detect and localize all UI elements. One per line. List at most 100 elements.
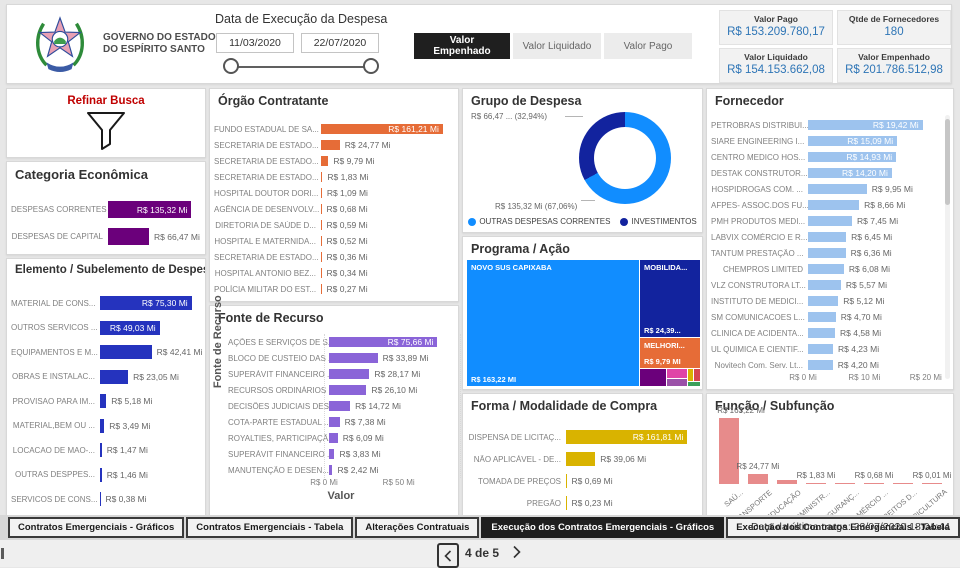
bar[interactable]: [329, 353, 378, 363]
bar[interactable]: [329, 385, 367, 395]
bar[interactable]: [100, 467, 102, 482]
column-bar-1[interactable]: [748, 473, 768, 484]
bar-row-fornecedor-9[interactable]: CHEMPROS LIMITED R$ 6,08 Mi: [711, 261, 941, 277]
bar-row-elemento-8[interactable]: SERVICOS DE CONS... R$ 0,38 Mi: [11, 487, 201, 512]
column-bar-7[interactable]: [922, 482, 942, 484]
bar-row-fornecedor-4[interactable]: HOSPIDROGAS COM. ... R$ 9,95 Mi: [711, 181, 941, 197]
bar-row-fornecedor-0[interactable]: PETROBRAS DISTRIBUI... R$ 19,42 Mi: [711, 117, 941, 133]
bar[interactable]: [329, 401, 351, 411]
bar-row-orgao-8[interactable]: SECRETARIA DE ESTADO... R$ 0,36 Mi: [214, 249, 454, 265]
bar-row-categoria-1[interactable]: DESPESAS DE CAPITAL R$ 66,47 Mi: [11, 223, 201, 250]
bar-row-fonte-2[interactable]: SUPERÁVIT FINANCEIRO ... R$ 28,17 Mi: [228, 366, 454, 382]
bar[interactable]: [321, 156, 329, 166]
bar[interactable]: [808, 312, 836, 322]
bar-row-fornecedor-5[interactable]: AFPES- ASSOC.DOS FU... R$ 8,66 Mi: [711, 197, 941, 213]
legend-item[interactable]: OUTRAS DESPESAS CORRENTES: [468, 217, 610, 226]
bar[interactable]: [321, 252, 322, 262]
bar[interactable]: R$ 75,30 Mi: [100, 296, 192, 311]
treemap-item[interactable]: MOBILIDA... R$ 24,39...: [640, 260, 700, 337]
date-end-input[interactable]: [301, 33, 379, 53]
bar[interactable]: [808, 328, 836, 338]
bar-row-orgao-5[interactable]: AGÊNCIA DE DESENVOLV... R$ 0,68 Mi: [214, 201, 454, 217]
date-range-slider-track[interactable]: [235, 66, 367, 68]
bar[interactable]: R$ 161,81 Mi: [566, 430, 688, 444]
bar-row-fornecedor-11[interactable]: INSTITUTO DE MEDICI... R$ 5,12 Mi: [711, 293, 941, 309]
bar[interactable]: R$ 161,21 Mi: [321, 124, 443, 134]
bar-row-fonte-0[interactable]: AÇÕES E SERVIÇOS DE S... R$ 75,66 Mi: [228, 334, 454, 350]
bar-row-forma-1[interactable]: NÃO APLICÁVEL - DE... R$ 39,06 Mi: [467, 448, 698, 470]
bar-row-fornecedor-2[interactable]: CENTRO MEDICO HOS... R$ 14,93 Mi: [711, 149, 941, 165]
bar-row-orgao-0[interactable]: FUNDO ESTADUAL DE SA... R$ 161,21 Mi: [214, 121, 454, 137]
bar-row-elemento-5[interactable]: MATERIAL,BEM OU ... R$ 3,49 Mi: [11, 414, 201, 439]
funnel-icon[interactable]: [85, 111, 127, 151]
treemap-item[interactable]: [640, 369, 666, 386]
bar-row-fonte-3[interactable]: RECURSOS ORDINÁRIOS R$ 26,10 Mi: [228, 382, 454, 398]
vertical-scrollbar-thumb[interactable]: [945, 119, 950, 205]
bar-row-fonte-1[interactable]: BLOCO DE CUSTEIO DAS ... R$ 33,89 Mi: [228, 350, 454, 366]
bar[interactable]: [808, 184, 867, 194]
treemap-item[interactable]: [694, 369, 700, 381]
bar[interactable]: [321, 284, 322, 294]
report-tab-1[interactable]: Contratos Emergenciais - Tabela: [186, 517, 354, 538]
bar[interactable]: [808, 296, 839, 306]
bar[interactable]: R$ 75,66 Mi: [329, 337, 438, 347]
bar[interactable]: [321, 140, 340, 150]
treemap-item[interactable]: [667, 379, 687, 386]
bar[interactable]: [566, 474, 567, 488]
column-bar-3[interactable]: [806, 482, 826, 484]
column-bar-2[interactable]: [777, 480, 797, 484]
bar-row-forma-0[interactable]: DISPENSA DE LICITAÇ... R$ 161,81 Mi: [467, 426, 698, 448]
bar[interactable]: R$ 19,42 Mi: [808, 120, 923, 130]
bar[interactable]: [566, 496, 567, 510]
bar-row-orgao-2[interactable]: SECRETARIA DE ESTADO... R$ 9,79 Mi: [214, 153, 454, 169]
bar[interactable]: [808, 344, 833, 354]
bar[interactable]: [108, 228, 149, 245]
report-tab-4[interactable]: Execução dos Contratos Emergenciais - Ta…: [726, 517, 960, 538]
bar-row-fornecedor-14[interactable]: UL QUIMICA E CIENTIF... R$ 4,23 Mi: [711, 341, 941, 357]
bar-row-fornecedor-3[interactable]: DESTAK CONSTRUTOR... R$ 14,20 Mi: [711, 165, 941, 181]
bar-row-fornecedor-15[interactable]: Novitech Com. Serv. Lt... R$ 4,20 Mi: [711, 357, 941, 373]
bar[interactable]: R$ 135,32 Mi: [108, 201, 192, 218]
bar[interactable]: [100, 443, 102, 458]
treemap-item[interactable]: NOVO SUS CAPIXABA R$ 163,22 MI: [467, 260, 639, 386]
bar[interactable]: [329, 417, 340, 427]
report-tab-3[interactable]: Execução dos Contratos Emergenciais - Gr…: [481, 517, 725, 538]
bar-row-categoria-0[interactable]: DESPESAS CORRENTES R$ 135,32 Mi: [11, 196, 201, 223]
bar-row-fornecedor-1[interactable]: SIARE ENGINEERING I... R$ 15,09 Mi: [711, 133, 941, 149]
previous-page-button[interactable]: [437, 543, 459, 568]
treemap-item[interactable]: [667, 369, 687, 378]
bar[interactable]: [808, 248, 846, 258]
bar[interactable]: R$ 49,03 Mi: [100, 320, 160, 335]
bar-row-elemento-3[interactable]: OBRAS E INSTALAC... R$ 23,05 Mi: [11, 365, 201, 390]
bar-row-fonte-7[interactable]: SUPERÁVIT FINANCEIRO ... R$ 3,83 Mi: [228, 446, 454, 462]
bar-row-fornecedor-7[interactable]: LABVIX COMÉRCIO E R... R$ 6,45 Mi: [711, 229, 941, 245]
bar-row-elemento-7[interactable]: OUTRAS DESPPES... R$ 1,46 Mi: [11, 463, 201, 488]
column-bar-5[interactable]: [864, 482, 884, 484]
bar-row-orgao-7[interactable]: HOSPITAL E MATERNIDA... R$ 0,52 Mi: [214, 233, 454, 249]
next-page-button[interactable]: [512, 545, 521, 564]
bar[interactable]: R$ 15,09 Mi: [808, 136, 898, 146]
measure-button-valor-empenhado[interactable]: Valor Empenhado: [414, 33, 510, 59]
bar-row-orgao-9[interactable]: HOSPITAL ANTONIO BEZ... R$ 0,34 Mi: [214, 265, 454, 281]
bar[interactable]: [321, 220, 322, 230]
bar[interactable]: [808, 264, 844, 274]
bar[interactable]: [100, 345, 152, 360]
bar-row-forma-3[interactable]: PREGÃO R$ 0,23 Mi: [467, 492, 698, 514]
bar-row-fornecedor-13[interactable]: CLINICA DE ACIDENTA... R$ 4,58 Mi: [711, 325, 941, 341]
bar[interactable]: [808, 360, 833, 370]
bar[interactable]: [100, 418, 105, 433]
bar-row-forma-2[interactable]: TOMADA DE PREÇOS R$ 0,69 Mi: [467, 470, 698, 492]
bar-row-fornecedor-12[interactable]: SM COMUNICACOES L... R$ 4,70 Mi: [711, 309, 941, 325]
bar-row-orgao-4[interactable]: HOSPITAL DOUTOR DORI... R$ 1,09 Mi: [214, 185, 454, 201]
bar[interactable]: [321, 204, 322, 214]
bar-row-orgao-6[interactable]: DIRETORIA DE SAÚDE D... R$ 0,59 Mi: [214, 217, 454, 233]
bar-row-elemento-0[interactable]: MATERIAL DE CONS... R$ 75,30 Mi: [11, 291, 201, 316]
treemap-item[interactable]: [688, 382, 700, 386]
bar[interactable]: [808, 280, 841, 290]
bar-row-fornecedor-8[interactable]: TANTUM PRESTAÇÃO ... R$ 6,36 Mi: [711, 245, 941, 261]
bar-row-elemento-2[interactable]: EQUIPAMENTOS E M... R$ 42,41 Mi: [11, 340, 202, 365]
bar[interactable]: [329, 369, 370, 379]
bar[interactable]: [321, 172, 323, 182]
bar-row-elemento-1[interactable]: OUTROS SERVICOS ... R$ 49,03 Mi: [11, 316, 201, 341]
date-slider-handle-end[interactable]: [363, 58, 379, 74]
